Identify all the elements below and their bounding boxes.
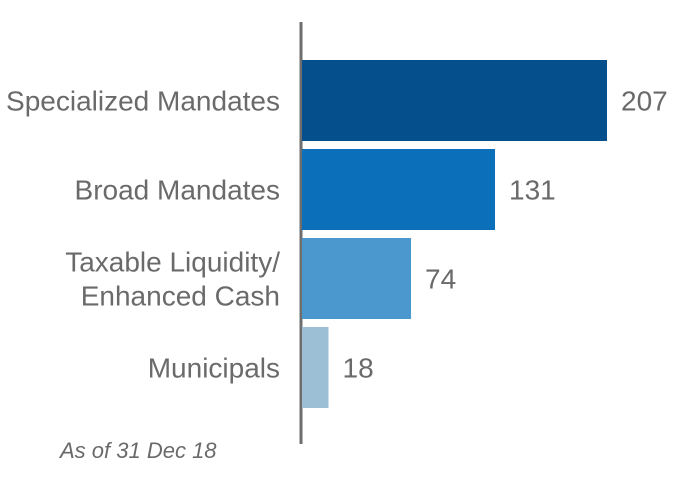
category-label-3: Municipals	[148, 352, 280, 383]
category-label-0: Specialized Mandates	[6, 85, 280, 116]
category-label-1: Broad Mandates	[75, 174, 280, 205]
bar-3	[302, 327, 329, 408]
bars-layer	[302, 60, 607, 408]
value-label-2: 74	[425, 263, 456, 294]
bar-2	[302, 238, 412, 319]
category-labels: Specialized Mandates Broad Mandates Taxabl…	[6, 85, 280, 383]
bar-1	[302, 149, 496, 230]
footnote: As of 31 Dec 18	[58, 438, 217, 463]
value-label-1: 131	[509, 174, 556, 205]
value-label-3: 18	[343, 352, 374, 383]
category-label-2: Taxable Liquidity/Enhanced Cash	[65, 246, 280, 311]
value-labels: 207 131 74 18	[343, 85, 668, 383]
bar-0	[302, 60, 607, 141]
value-label-0: 207	[621, 85, 668, 116]
